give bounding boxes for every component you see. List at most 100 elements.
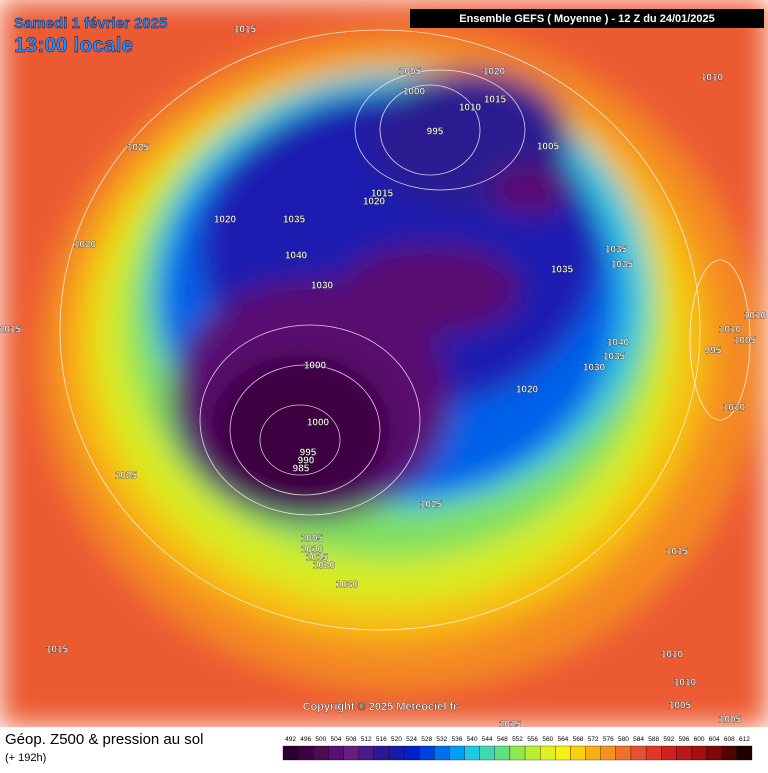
isobar-label: 1030	[583, 363, 606, 374]
isobar-label: 1010	[301, 545, 324, 556]
scale-label: 596	[678, 736, 689, 743]
scale-label: 540	[467, 736, 478, 743]
scale-label: 584	[633, 736, 644, 743]
scale-swatch	[388, 745, 405, 761]
scale-label: 500	[315, 736, 326, 743]
scale-swatch	[494, 745, 511, 761]
scale-label: 568	[573, 736, 584, 743]
scale-swatch	[479, 745, 495, 761]
isobar-label: 1010	[459, 103, 482, 114]
isobar-label: 990	[298, 456, 315, 467]
isobars	[59, 29, 751, 631]
isobar-label: 1035	[603, 352, 626, 363]
scale-label: 600	[694, 736, 705, 743]
scale-label: 532	[436, 736, 447, 743]
scale-label: 520	[391, 736, 402, 743]
copyright: Copyright © 2025 Meteociel.fr	[303, 701, 459, 713]
isobar-label: 1040	[607, 338, 630, 349]
scale-label: 612	[739, 736, 750, 743]
isobar-label: 1005	[399, 67, 422, 78]
scale-swatch	[706, 745, 722, 761]
isobar-label: 1010	[661, 650, 684, 661]
scale-label: 556	[527, 736, 538, 743]
isobar-label: 1035	[611, 260, 634, 271]
geopotential-field	[0, 0, 768, 727]
scale-swatch	[328, 745, 344, 761]
scale-swatch	[615, 745, 632, 761]
isobar-label: 1020	[214, 215, 237, 226]
scale-swatch	[313, 745, 329, 761]
date: Samedi 1 février 2025	[14, 15, 167, 32]
scale-label: 544	[482, 736, 493, 743]
isobar-label: 1035	[551, 265, 574, 276]
isobar-label: 1000	[307, 418, 330, 429]
isobar-label: 1005	[669, 701, 692, 712]
scale-label: 548	[497, 736, 508, 743]
color-scale: 492 496 500 504 508 512 516 520 524 528 532 536 540 5…	[282, 736, 753, 761]
isobar-label: 1010	[674, 678, 697, 689]
isobar-label: 1025	[420, 500, 443, 511]
scale-label: 576	[603, 736, 614, 743]
scale-label: 572	[588, 736, 599, 743]
footer-lead: (+ 192h)	[5, 752, 46, 764]
scale-label: 564	[557, 736, 568, 743]
isobar-label: 985	[293, 464, 310, 475]
isobar-label: 1000	[403, 87, 426, 98]
scale-label: 580	[618, 736, 629, 743]
isobar-label: 1030	[311, 281, 334, 292]
scale-swatch	[585, 745, 601, 761]
run-box	[410, 9, 764, 28]
isobar-label: 1015	[484, 95, 507, 106]
scale-label: 592	[663, 736, 674, 743]
isobar-label: 1005	[301, 534, 324, 545]
isobar-label: 1040	[285, 251, 308, 262]
scale-swatch	[509, 745, 526, 761]
scale-label: 588	[648, 736, 659, 743]
scale-swatch	[282, 745, 299, 761]
isobar-label: 1010	[719, 325, 742, 336]
isobar-label: 1020	[483, 67, 506, 78]
isobar-label: 995	[300, 448, 317, 459]
isobar-label: 1015	[234, 25, 257, 36]
scale-swatch	[736, 745, 753, 761]
local-time: 13:00 locale	[14, 34, 133, 57]
scale-swatch	[434, 745, 450, 761]
scale-label: 492	[285, 736, 296, 743]
scale-swatch	[630, 745, 647, 761]
run-info: Ensemble GEFS ( Moyenne ) - 12 Z du 24/0…	[459, 13, 715, 25]
scale-label: 604	[709, 736, 720, 743]
isobar-label: 1015	[666, 547, 689, 558]
scale-swatch	[691, 745, 707, 761]
scale-swatch	[645, 745, 662, 761]
scale-swatch	[373, 745, 390, 761]
isobar-label: 1025	[115, 471, 138, 482]
scale-label: 528	[421, 736, 432, 743]
scale-label: 608	[724, 736, 735, 743]
scale-label: 504	[331, 736, 342, 743]
isobar-label: 1035	[283, 215, 306, 226]
scale-swatch	[524, 745, 541, 761]
isobar-label: 995	[705, 346, 722, 357]
isobar-label: 1020	[313, 561, 336, 572]
isobar-label: 1005	[537, 142, 560, 153]
scale-label: 516	[376, 736, 387, 743]
scale-label: 552	[512, 736, 523, 743]
scale-swatch	[358, 745, 374, 761]
footer-title: Géop. Z500 & pression au sol	[5, 731, 203, 748]
scale-swatch	[343, 745, 359, 761]
scale-label: 496	[300, 736, 311, 743]
scale-swatch	[403, 745, 420, 761]
isobar-label: 1015	[46, 645, 69, 656]
isobar-label: 1010	[744, 311, 767, 322]
isobar-label: 1015	[0, 325, 22, 336]
isobar-label: 1000	[304, 361, 327, 372]
isobar-label: 1015	[306, 553, 329, 564]
scale-swatch	[464, 745, 480, 761]
isobar-label: 1020	[363, 197, 386, 208]
isobar-label: 1020	[516, 385, 539, 396]
scale-label: 524	[406, 736, 417, 743]
scale-swatch	[721, 745, 738, 761]
isobar-label: 1030	[336, 580, 359, 591]
